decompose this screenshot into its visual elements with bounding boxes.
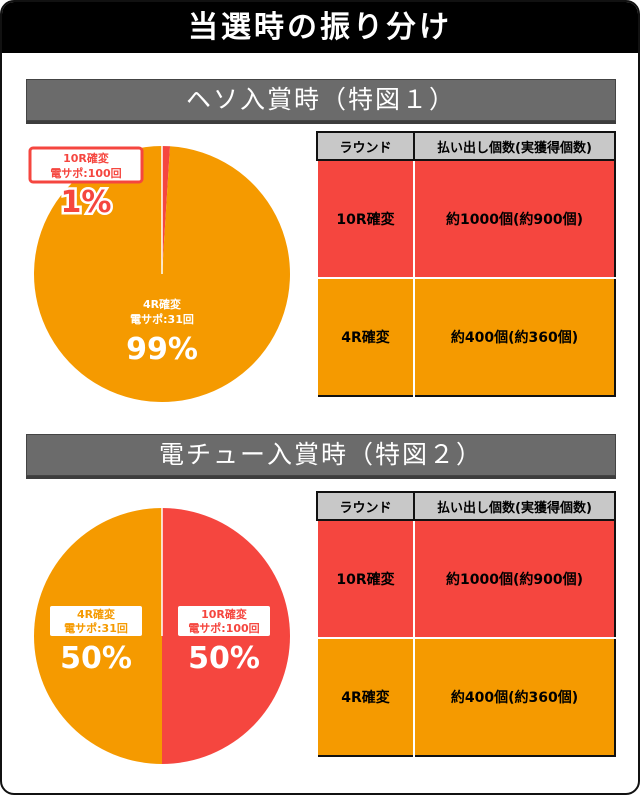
pie-slice-10r bbox=[162, 146, 171, 274]
payout-cell: 約1000個(約900個) bbox=[413, 520, 615, 639]
header-round: ラウンド bbox=[316, 131, 415, 161]
pie-label-4r: 4R確変 電サポ:31回 50% bbox=[50, 606, 142, 676]
label-4r-line1: 4R確変 bbox=[77, 607, 115, 621]
payout-cell: 約400個(約360個) bbox=[413, 278, 615, 396]
header-payout: 払い出し個数(実獲得個数) bbox=[413, 131, 616, 161]
label-box-4r bbox=[50, 606, 142, 636]
table-row: 4R確変 約400個(約360個) bbox=[316, 278, 615, 396]
label-box-10r bbox=[178, 606, 270, 636]
label-box-10r bbox=[28, 146, 144, 184]
label-10r-line1: 10R確変 bbox=[201, 607, 247, 621]
pie-slice-4r bbox=[33, 146, 290, 403]
round-cell: 4R確変 bbox=[316, 638, 414, 756]
label-10r-line2: 電サポ:100回 bbox=[50, 166, 121, 180]
label-10r-pct: 50% bbox=[188, 641, 260, 676]
table-row: 4R確変 約400個(約360個) bbox=[316, 638, 615, 756]
label-10r-pct: 1% bbox=[61, 185, 112, 220]
label-4r-line1: 4R確変 bbox=[143, 297, 181, 311]
label-4r-pct: 99% bbox=[126, 332, 198, 367]
payout-table-2: ラウンド 払い出し個数(実獲得個数) 10R確変 約1000個(約900個) 4… bbox=[316, 491, 616, 757]
section-heading-2: 電チュー入賞時（特図２） bbox=[26, 434, 616, 476]
round-cell: 10R確変 bbox=[316, 520, 414, 639]
payout-cell: 約1000個(約900個) bbox=[413, 160, 615, 279]
pie-label-10r: 10R確変 電サポ:100回 1% bbox=[28, 146, 144, 223]
round-cell: 10R確変 bbox=[316, 160, 414, 279]
table-row: 10R確変 約1000個(約900個) bbox=[316, 520, 615, 639]
label-4r-pct: 50% bbox=[60, 641, 132, 676]
pie-label-4r: 4R確変 電サポ:31回 99% bbox=[126, 297, 198, 367]
section-heading-1: ヘソ入賞時（特図１） bbox=[26, 79, 616, 121]
label-10r-line2: 電サポ:100回 bbox=[188, 621, 259, 635]
table-row: 10R確変 約1000個(約900個) bbox=[316, 160, 615, 279]
header-payout: 払い出し個数(実獲得個数) bbox=[413, 491, 616, 521]
header-round: ラウンド bbox=[316, 491, 415, 521]
page-title: 当選時の振り分け bbox=[2, 2, 638, 53]
pie-label-10r: 10R確変 電サポ:100回 50% bbox=[178, 606, 270, 676]
label-4r-line2: 電サポ:31回 bbox=[130, 312, 194, 326]
pie-chart-2: 4R確変 電サポ:31回 50% 10R確変 電サポ:100回 50% bbox=[34, 508, 290, 764]
table-header-row: ラウンド 払い出し個数(実獲得個数) bbox=[316, 491, 616, 521]
pie-chart-1: 10R確変 電サポ:100回 1% 4R確変 電サポ:31回 99% bbox=[28, 146, 290, 403]
label-10r-line1: 10R確変 bbox=[63, 151, 109, 165]
table-header-row: ラウンド 払い出し個数(実獲得個数) bbox=[316, 131, 616, 161]
label-4r-line2: 電サポ:31回 bbox=[64, 621, 128, 635]
payout-cell: 約400個(約360個) bbox=[413, 638, 615, 756]
payout-table-1: ラウンド 払い出し個数(実獲得個数) 10R確変 約1000個(約900個) 4… bbox=[316, 131, 616, 397]
round-cell: 4R確変 bbox=[316, 278, 414, 396]
